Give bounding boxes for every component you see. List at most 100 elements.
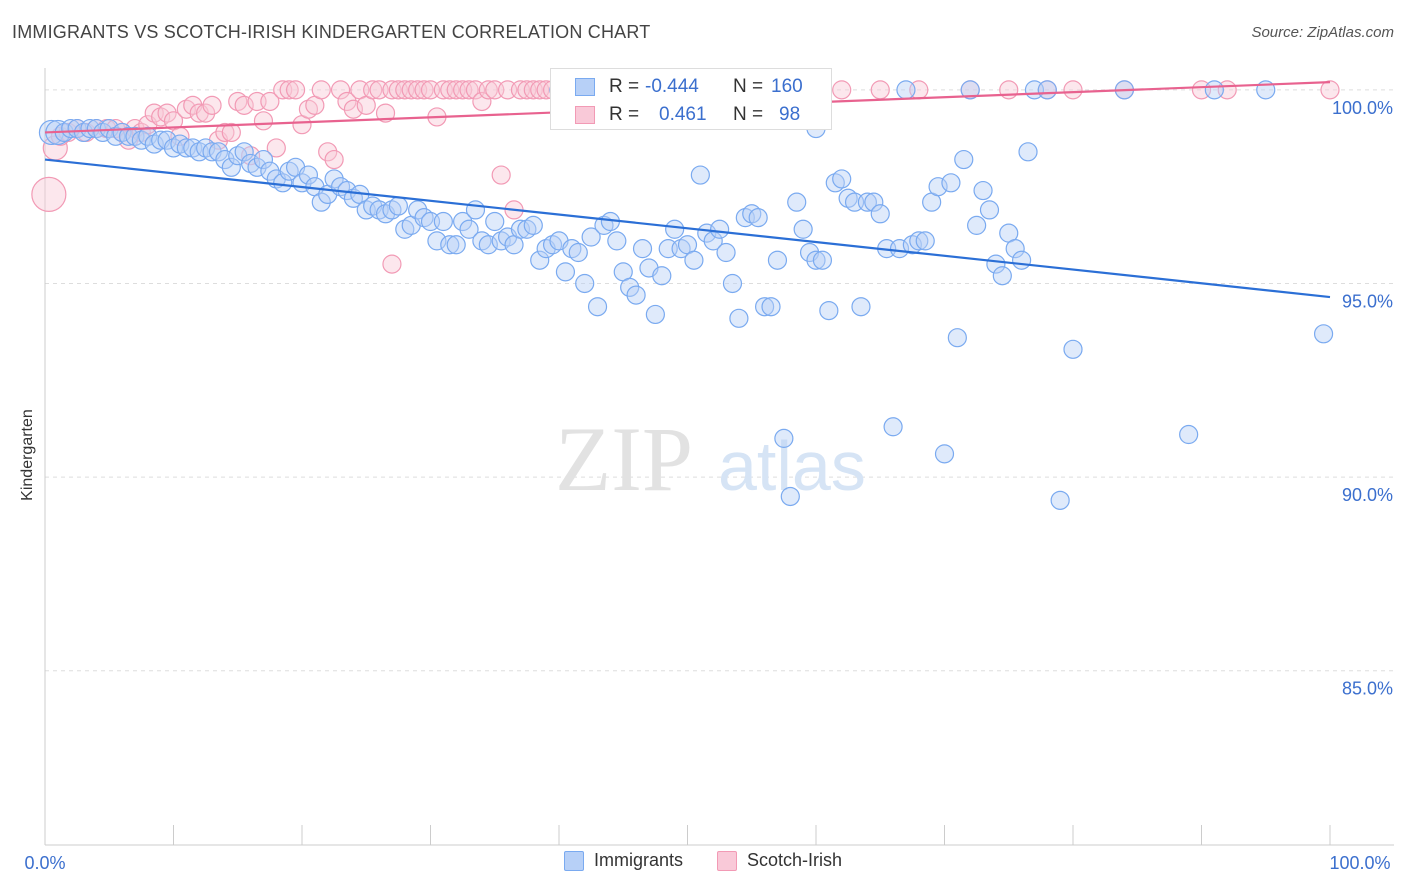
scotch-irish-point <box>31 176 67 213</box>
stats-row-scotch-irish: R = 0.461 N = 98 <box>551 101 831 129</box>
immigrants-point <box>934 444 955 464</box>
scotch-irish-point <box>999 80 1019 100</box>
tick-labels: 100.0% 95.0% 90.0% 85.0% 0.0% 100.0% <box>24 98 1393 873</box>
r-label: R = <box>609 76 640 97</box>
immigrants-point <box>440 235 460 255</box>
immigrants-point <box>575 273 595 294</box>
n-value: 160 <box>771 76 803 97</box>
immigrants-point <box>806 250 826 270</box>
immigrants-point <box>1063 339 1083 359</box>
scotch-irish-point <box>337 91 357 112</box>
scotch-irish-point <box>343 99 363 119</box>
immigrants-point <box>665 219 685 239</box>
immigrants-point <box>478 235 498 255</box>
immigrants-point <box>298 165 319 185</box>
immigrants-point <box>774 428 794 448</box>
immigrants-point <box>215 149 235 170</box>
immigrants-point <box>465 200 486 220</box>
immigrants-point <box>157 130 177 150</box>
chart-title: IMMIGRANTS VS SCOTCH-IRISH KINDERGARTEN … <box>12 22 651 42</box>
scotch-irish-point <box>478 80 498 100</box>
immigrants-point <box>253 149 274 170</box>
scotch-irish-point <box>459 80 479 100</box>
x-tick-label: 100.0% <box>1329 853 1390 873</box>
legend-item-scotch-irish[interactable]: Scotch-Irish <box>716 850 843 871</box>
immigrants-point <box>986 254 1006 274</box>
scotch-irish-point <box>472 91 492 112</box>
immigrants-point <box>941 173 961 193</box>
immigrants-point <box>1018 142 1038 162</box>
immigrants-point <box>870 204 890 224</box>
scotch-irish-point <box>311 80 331 100</box>
immigrants-swatch <box>575 78 595 96</box>
immigrants-point <box>260 161 280 181</box>
legend: Immigrants Scotch-Irish <box>0 850 1406 871</box>
r-value: 0.461 <box>659 104 707 125</box>
r-value: -0.444 <box>645 76 699 97</box>
immigrants-point <box>453 211 473 232</box>
scotch-irish-point <box>363 80 383 100</box>
immigrants-point <box>587 297 608 317</box>
scotch-irish-point <box>382 254 402 274</box>
immigrants-point <box>581 227 601 247</box>
scotch-irish-point <box>221 122 241 143</box>
source-label: Source: ZipAtlas.com <box>1251 24 1394 41</box>
watermark-atlas: atlas <box>718 427 866 505</box>
scotch-irish-point <box>157 103 177 123</box>
x-tick-label: 0.0% <box>24 853 65 873</box>
immigrants-point <box>1179 424 1199 445</box>
immigrants-point <box>889 239 910 259</box>
immigrants-point <box>954 149 974 170</box>
immigrants-point <box>311 192 331 212</box>
immigrants-point <box>485 211 505 232</box>
stats-row-immigrants: R = -0.444 N = 160 <box>551 73 831 101</box>
immigrants-point <box>221 157 241 177</box>
legend-label-scotch-irish: Scotch-Irish <box>746 850 843 870</box>
legend-label-immigrants: Immigrants <box>593 850 683 870</box>
immigrants-point <box>928 177 948 197</box>
immigrants-point <box>722 273 743 294</box>
immigrants-point <box>967 215 987 235</box>
y-tick-label: 85.0% <box>1342 679 1393 699</box>
scotch-irish-point <box>196 103 216 123</box>
immigrants-point <box>864 192 884 212</box>
immigrants-point <box>1011 250 1032 270</box>
scotch-irish-point <box>266 138 286 158</box>
immigrants-trend-line <box>44 158 1331 299</box>
immigrants-point <box>716 242 736 263</box>
y-tick-label: 95.0% <box>1342 291 1393 311</box>
immigrants-point <box>324 169 344 189</box>
immigrants-point <box>697 223 717 243</box>
immigrants-point <box>118 126 139 146</box>
immigrants-point <box>851 297 871 317</box>
immigrants-point <box>607 231 627 251</box>
immigrants-point <box>684 250 704 270</box>
scotch-irish-point <box>215 122 235 143</box>
immigrants-point <box>176 138 196 158</box>
immigrants-point <box>1050 490 1070 510</box>
immigrants-point <box>61 118 81 139</box>
n-value: 98 <box>779 104 801 125</box>
scotch-irish-point <box>414 80 434 100</box>
n-label: N = <box>733 104 764 125</box>
scotch-irish-point <box>330 80 351 100</box>
immigrants-point <box>1037 80 1057 100</box>
immigrants-point <box>960 80 980 100</box>
scotch-irish-point <box>324 149 344 170</box>
immigrants-point <box>690 165 710 185</box>
immigrants-point <box>555 262 576 282</box>
immigrants-point <box>883 417 903 437</box>
immigrants-point <box>433 211 453 232</box>
immigrants-point <box>408 200 428 220</box>
legend-item-immigrants[interactable]: Immigrants <box>563 850 683 871</box>
immigrants-point <box>729 308 749 328</box>
scotch-irish-point <box>870 80 890 100</box>
immigrants-point <box>748 208 768 228</box>
scotch-irish-point <box>202 95 222 115</box>
scotch-irish-point <box>1320 80 1340 100</box>
immigrants-point <box>427 231 447 251</box>
immigrants-point <box>909 231 929 251</box>
immigrants-point <box>992 266 1012 286</box>
immigrants-point <box>645 304 665 325</box>
